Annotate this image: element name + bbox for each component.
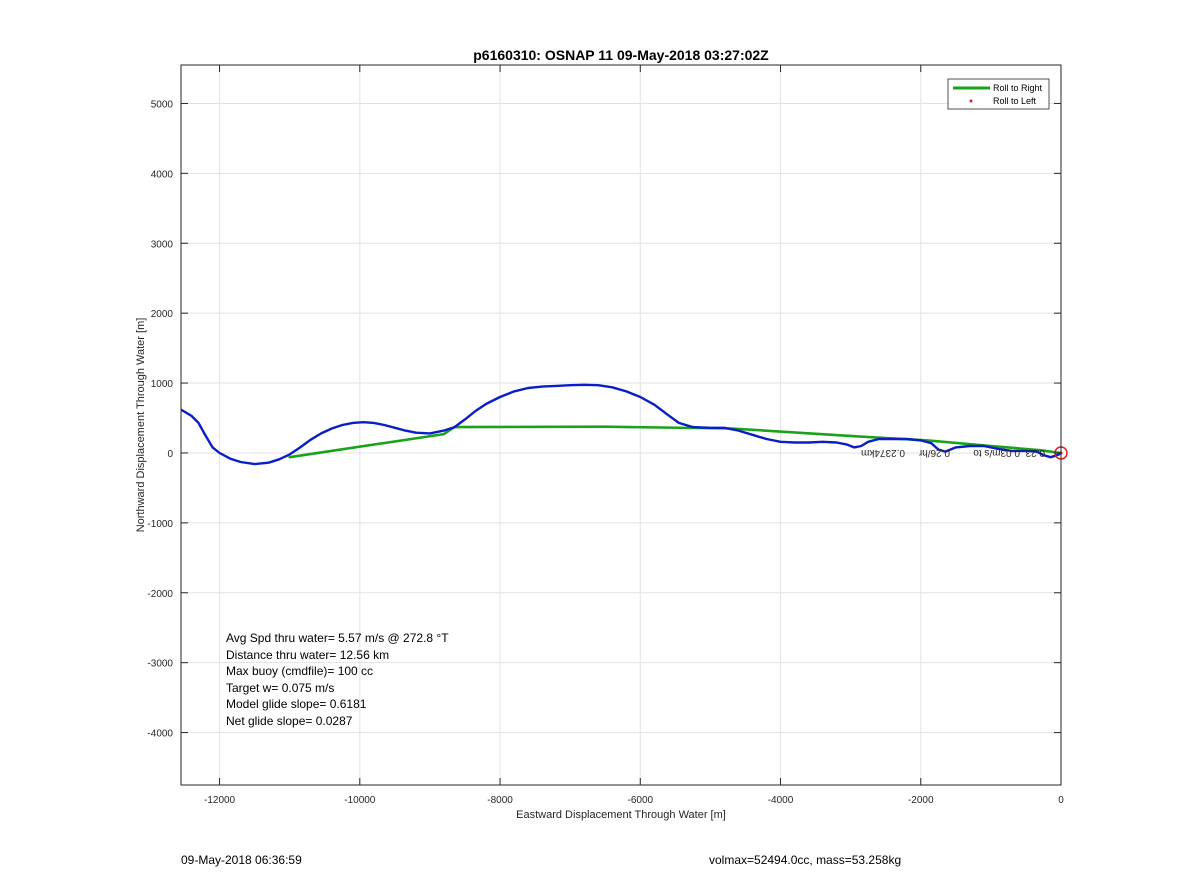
y-tick-label: -4000 [147,729,173,740]
y-axis-label: Northward Displacement Through Water [m] [135,318,147,533]
info-line-5: Model glide slope= 0.6181 [226,697,367,711]
overlay-annotation: 0.2374km 0.26/hr 0.03m/s to 0.23 [861,447,1045,458]
ticks: -12000 -10000 -8000 -6000 -4000 -2000 05000400… [147,65,1064,806]
x-tick-label: -12000 [204,795,236,806]
chart-title: p6160310: OSNAP 11 09-May-2018 03:27:02Z [473,47,769,63]
track-line [181,383,1061,466]
x-tick-label: -4000 [768,795,794,806]
axes-box [180,64,1062,786]
y-tick-label: -2000 [147,589,173,600]
legend-roll-left-swatch [969,99,973,103]
x-tick-label: 0 [1058,795,1064,806]
y-tick-label: 5000 [151,99,174,110]
y-tick-label: -3000 [147,659,173,670]
overlay-text-3: 0.03m/s to [973,447,1020,458]
info-line-4: Target w= 0.075 m/s [226,681,334,695]
legend-box [947,78,1050,110]
x-tick-label: -10000 [344,795,376,806]
y-tick-label: 0 [167,449,173,460]
legend: Roll to Right Roll to Left [947,78,1050,110]
y-tick-label: 4000 [151,169,174,180]
footer-timestamp: 09-May-2018 06:36:59 [181,853,302,867]
legend-roll-left-label: Roll to Left [993,96,1037,106]
legend-roll-right-label: Roll to Right [993,83,1043,93]
roll-right-line [288,425,1061,459]
info-line-6: Net glide slope= 0.0287 [226,714,353,728]
grid [181,65,1062,785]
info-line-1: Avg Spd thru water= 5.57 m/s @ 272.8 °T [226,631,449,645]
x-tick-label: -2000 [908,795,934,806]
overlay-text-2: 0.26/hr [918,447,950,458]
info-line-3: Max buoy (cmdfile)= 100 cc [226,664,373,678]
x-tick-label: -8000 [487,795,513,806]
y-tick-label: -1000 [147,519,173,530]
x-tick-label: -6000 [627,795,653,806]
info-block: Avg Spd thru water= 5.57 m/s @ 272.8 °T … [226,631,449,728]
x-axis-label: Eastward Displacement Through Water [m] [516,809,726,821]
y-tick-label: 3000 [151,239,174,250]
y-tick-label: 1000 [151,379,174,390]
footer-mass-info: volmax=52494.0cc, mass=53.258kg [709,853,902,867]
overlay-text-1: 0.2374km [861,447,905,458]
y-tick-label: 2000 [151,309,174,320]
info-line-2: Distance thru water= 12.56 km [226,648,389,662]
overlay-text-4: 0.23 [1025,447,1045,458]
